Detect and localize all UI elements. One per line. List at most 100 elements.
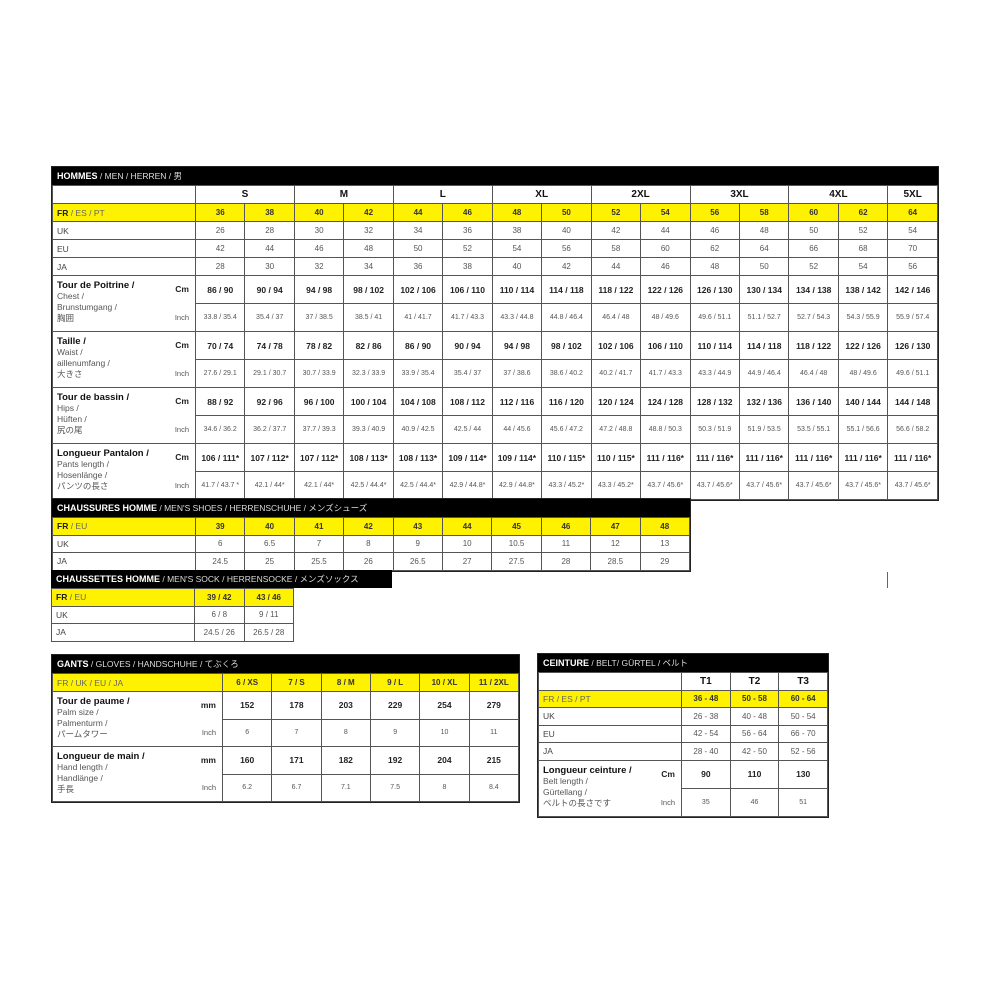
table-cell: 27.5 [491, 552, 542, 571]
measure-value: 8 [320, 718, 371, 747]
table-row: JA 28 30 32 34 36 38 40 42 44 46 48 50 52 54 56 [52, 257, 938, 276]
table-cell: 8 / M [320, 673, 371, 692]
socks-size-table: CHAUSSETTES HOMME / MEN'S SOCK / HERRENS… [51, 570, 392, 642]
table-cell: 52 [837, 221, 889, 240]
table-cell: 41 [293, 517, 345, 536]
table-row: EU 42 44 46 48 50 52 54 56 58 60 62 64 66 68 70 [52, 239, 938, 258]
measure-value: 111 / 116* [788, 443, 839, 472]
table-cell: 48 [639, 517, 691, 536]
measure-value: 43.7 / 45.6* [689, 471, 740, 500]
table-cell: 38 [244, 203, 295, 222]
row-label-text: UK [57, 538, 69, 549]
measure-value: 42.5 / 44.4* [392, 471, 444, 500]
table-cell: 56 - 64 [729, 724, 780, 743]
measure-value: 53.5 / 55.1 [788, 415, 839, 444]
measure-value: 43.7 / 45.6* [640, 471, 691, 500]
measure-value: 7.5 [369, 773, 421, 802]
table-cell: 24.5 [194, 552, 246, 571]
measure-value: 7.1 [320, 773, 371, 802]
measure-value: 124 / 128 [640, 387, 691, 416]
unit-primary: Cm [175, 452, 189, 462]
measure-label: Longueur Pantalon / Pants length / Hosenlä… [52, 443, 196, 500]
table-cell: 28 [244, 221, 295, 240]
table-cell: 50 [738, 257, 790, 276]
row-label: FR / EU [51, 588, 195, 607]
table-cell: 10.5 [491, 534, 542, 553]
measure-value: 96 / 100 [293, 387, 345, 416]
measure-value: 43.3 / 44.8 [491, 303, 543, 332]
table-cell: 66 - 70 [778, 724, 828, 743]
table-row: JA 28 - 40 42 - 50 52 - 56 [538, 742, 828, 761]
measure-label-line: Chest / [57, 291, 84, 301]
size-grid: T1 T2 T3 FR / ES / PT 36 - 48 50 - 58 60 - 64 U… [538, 672, 828, 817]
measure-value: 56.6 / 58.2 [887, 415, 938, 444]
table-cell: 46 [540, 517, 592, 536]
measure-value: 82 / 86 [343, 331, 394, 360]
size-label: 5XL [887, 185, 938, 204]
table-subtitle: / MEN / HERREN / 男 [97, 171, 183, 181]
table-cell: 28 [540, 552, 592, 571]
table-header: CHAUSSURES HOMME / MEN'S SHOES / HERRENS… [52, 499, 690, 517]
measure-label-line: Taille / [57, 336, 86, 347]
table-cell: 44 [441, 517, 493, 536]
table-subtitle: / MEN'S SHOES / HERRENSCHUHE / メンズシューズ [157, 503, 368, 513]
table-cell: 68 [837, 239, 889, 258]
measure-label-line: 大きさ [57, 369, 83, 379]
unit-primary: Cm [175, 340, 189, 350]
table-cell: 40 - 48 [729, 707, 780, 726]
table-cell: 47 [590, 517, 641, 536]
table-subtitle: / MEN'S SOCK / HERRENSOCKE / メンズソックス [160, 574, 359, 584]
measure-value: 37 / 38.6 [491, 359, 543, 388]
measure-label-line: 手長 [57, 784, 75, 794]
measure-row-primary: Longueur de main / Hand length / Handlänge… [52, 746, 520, 802]
table-cell: 34 [343, 257, 394, 276]
table-cell: 36 - 48 [681, 689, 731, 708]
unit-primary: Cm [175, 284, 189, 294]
measure-value: 109 / 114* [491, 443, 543, 472]
table-cell: 28.5 [590, 552, 641, 571]
row-label-text: UK [56, 609, 68, 620]
size-label: S [195, 185, 295, 204]
measure-value: 8 [419, 773, 470, 802]
measure-value: 37 / 38.5 [293, 303, 345, 332]
measure-value: 152 [221, 691, 273, 720]
size-group-row: T1 T2 T3 [538, 672, 828, 691]
table-cell: 48 [738, 221, 790, 240]
measure-label-line: Tour de paume / [57, 696, 130, 707]
measure-value: 10 [419, 718, 470, 747]
measure-value: 192 [369, 746, 421, 775]
measure-value: 44 / 45.6 [491, 415, 543, 444]
measure-value: 104 / 108 [392, 387, 444, 416]
measure-label-line: Tour de bassin / [57, 392, 130, 403]
measure-value: 98 / 102 [541, 331, 592, 360]
measure-value: 44.8 / 46.4 [541, 303, 592, 332]
table-cell: 42 - 54 [681, 724, 731, 743]
table-cell: 30 [293, 221, 345, 240]
table-cell: 48 [343, 239, 394, 258]
table-title: CHAUSSETTES HOMME [56, 574, 161, 584]
measure-value: 52.7 / 54.3 [788, 303, 839, 332]
row-label-bold: FR [56, 592, 68, 603]
size-label: XL [491, 185, 592, 204]
measure-value: 126 / 130 [887, 331, 938, 360]
measure-label-line: Belt length / [543, 775, 588, 786]
table-cell: 10 [441, 534, 493, 553]
measure-value: 110 / 114 [491, 275, 543, 304]
row-label-text: / ES / PT [68, 207, 105, 218]
table-cell: 42 [541, 257, 592, 276]
measure-label-line: 尻の尾 [57, 425, 83, 435]
size-grid: S M L XL 2XL 3XL 4XL 5XL FR / ES / PT 36 38 40 42 44 4… [52, 185, 938, 500]
measure-label: Tour de Poitrine / Chest / Brunstumgang / 胸… [52, 275, 196, 332]
measure-value: 50.3 / 51.9 [689, 415, 740, 444]
table-cell: 66 [788, 239, 839, 258]
measure-value: 107 / 112* [244, 443, 295, 472]
measure-value: 106 / 111* [194, 443, 246, 472]
row-label: UK [538, 707, 682, 726]
table-cell: 38 [491, 221, 543, 240]
measure-value: 126 / 130 [689, 275, 740, 304]
table-cell: 56 [541, 239, 592, 258]
measure-label: Longueur de main / Hand length / Handlänge… [52, 746, 223, 802]
